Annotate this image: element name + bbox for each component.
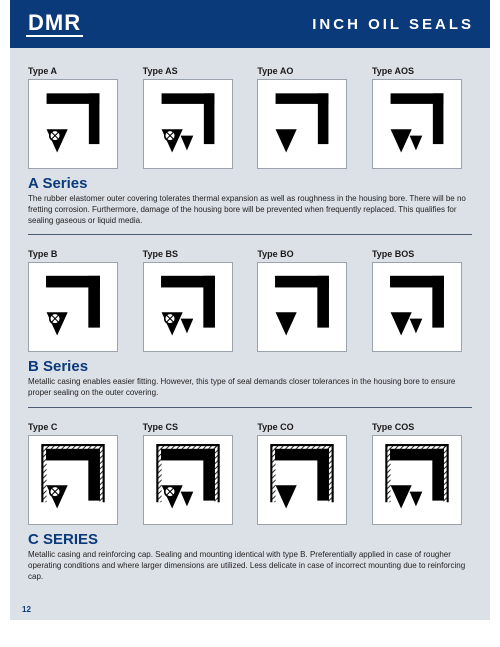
page-number: 12 — [22, 605, 31, 614]
series-description: Metallic casing enables easier fitting. … — [28, 377, 472, 399]
seal-box — [28, 262, 118, 352]
seal-diagram — [151, 270, 225, 344]
seal-type-label: Type C — [28, 422, 128, 432]
seal-cell: Type BO — [257, 249, 357, 352]
series-title: B Series — [28, 358, 472, 375]
seal-type-label: Type COS — [372, 422, 472, 432]
seal-type-label: Type A — [28, 66, 128, 76]
seal-diagram — [265, 270, 339, 344]
seal-diagram — [380, 270, 454, 344]
seal-box — [143, 262, 233, 352]
seal-diagram — [36, 87, 110, 161]
seal-cell: Type CS — [143, 422, 243, 525]
seal-row: Type A Type AS Type AO — [28, 66, 472, 169]
seal-box — [28, 79, 118, 169]
seal-diagram — [380, 87, 454, 161]
page-title: INCH OIL SEALS — [312, 16, 474, 33]
seal-type-label: Type BS — [143, 249, 243, 259]
seal-cell: Type B — [28, 249, 128, 352]
seal-cell: Type BOS — [372, 249, 472, 352]
seal-row: Type B Type BS Type BO — [28, 249, 472, 352]
page: DMR INCH OIL SEALS Type A Type AS Type A… — [10, 0, 490, 620]
seal-box — [257, 435, 347, 525]
seal-diagram — [265, 87, 339, 161]
divider — [28, 407, 472, 408]
seal-box — [257, 79, 347, 169]
seal-box — [28, 435, 118, 525]
seal-cell: Type BS — [143, 249, 243, 352]
seal-cell: Type AOS — [372, 66, 472, 169]
content: Type A Type AS Type AO — [10, 48, 490, 600]
header-bar: DMR INCH OIL SEALS — [10, 0, 490, 48]
seal-diagram — [265, 443, 339, 517]
seal-diagram — [36, 270, 110, 344]
seal-box — [372, 262, 462, 352]
seal-cell: Type COS — [372, 422, 472, 525]
seal-type-label: Type AOS — [372, 66, 472, 76]
seal-cell: Type AS — [143, 66, 243, 169]
seal-type-label: Type AS — [143, 66, 243, 76]
series-title: C SERIES — [28, 531, 472, 548]
seal-type-label: Type B — [28, 249, 128, 259]
seal-type-label: Type BO — [257, 249, 357, 259]
seal-cell: Type A — [28, 66, 128, 169]
seal-box — [143, 79, 233, 169]
seal-box — [372, 79, 462, 169]
seal-row: Type C Type CS Type CO — [28, 422, 472, 525]
seal-cell: Type AO — [257, 66, 357, 169]
series-description: Metallic casing and reinforcing cap. Sea… — [28, 550, 472, 582]
seal-box — [372, 435, 462, 525]
seal-type-label: Type CS — [143, 422, 243, 432]
seal-type-label: Type AO — [257, 66, 357, 76]
seal-box — [143, 435, 233, 525]
seal-type-label: Type BOS — [372, 249, 472, 259]
seal-diagram — [380, 443, 454, 517]
seal-cell: Type C — [28, 422, 128, 525]
seal-box — [257, 262, 347, 352]
seal-type-label: Type CO — [257, 422, 357, 432]
seal-diagram — [151, 87, 225, 161]
seal-diagram — [151, 443, 225, 517]
divider — [28, 234, 472, 235]
series-description: The rubber elastomer outer covering tole… — [28, 194, 472, 226]
series-title: A Series — [28, 175, 472, 192]
seal-diagram — [36, 443, 110, 517]
seal-cell: Type CO — [257, 422, 357, 525]
logo: DMR — [26, 12, 83, 37]
